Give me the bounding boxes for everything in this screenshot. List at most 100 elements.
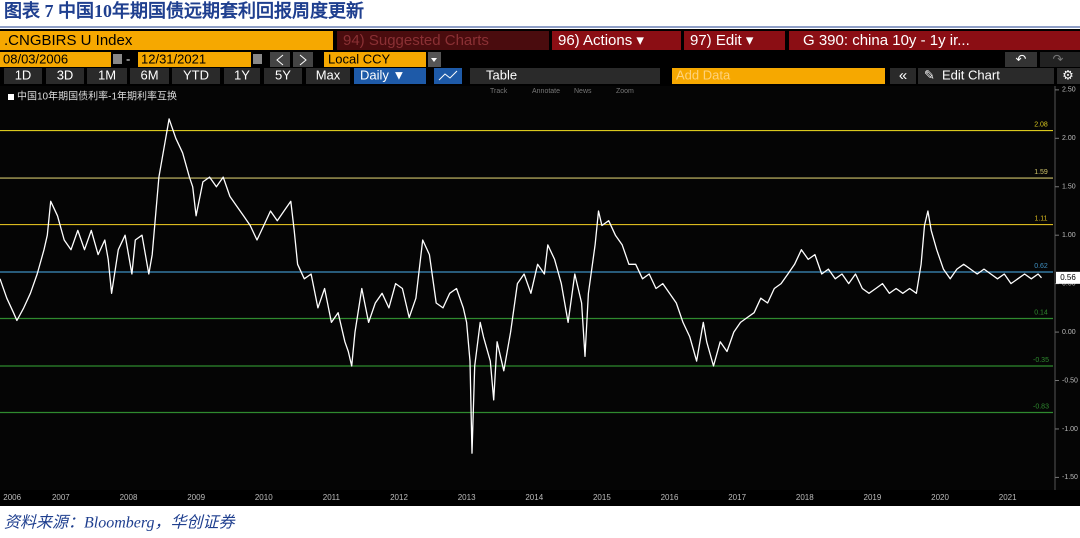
x-tick-label: 2006 [3,493,21,502]
plot-area [0,86,1080,490]
end-date-box[interactable] [138,52,251,67]
reference-label: -0.35 [1033,357,1049,364]
edit-button[interactable] [684,31,785,50]
reference-label: 0.14 [1034,309,1048,316]
table-button[interactable] [470,68,660,84]
period-button[interactable] [87,68,127,84]
x-tick-label: 2018 [796,493,814,502]
prev-button[interactable] [270,52,290,67]
y-tick-label: 1.00 [1062,232,1076,239]
x-tick-label: 2020 [931,493,949,502]
reference-label: 1.11 [1034,215,1047,222]
y-tick-label: 0.50 [1062,280,1076,287]
y-tick-label: -1.50 [1062,474,1078,481]
calendar-icon[interactable] [113,54,122,64]
start-date: 08/03/2006 [3,51,68,66]
security: .CNGBIRS U Index [4,32,133,49]
suggested-button[interactable] [337,31,549,50]
settings-button[interactable] [1057,68,1080,84]
x-tick-label: 2017 [728,493,746,502]
function: G 390: china 10y - 1y ir... [803,32,970,49]
y-tick-label: 0.00 [1062,329,1076,336]
collapse-button[interactable] [890,68,916,84]
x-tick-label: 2016 [661,493,679,502]
frequency: Daily ▼ [360,67,405,82]
period-button[interactable] [46,68,84,84]
function-box[interactable] [789,31,1080,50]
period-buttons: 1D 3D 1M 6M YTD 1Y 5Y Max [4,67,350,84]
edit-chart-icon: ✎ [924,67,935,82]
currency-box[interactable] [324,52,426,67]
period-button[interactable] [224,68,260,84]
period-button[interactable] [4,68,42,84]
start-date-box[interactable] [0,52,111,67]
calendar-icon[interactable] [253,54,262,64]
next-button[interactable] [293,52,313,67]
x-tick-label: 2009 [187,493,205,502]
table: Table [486,67,517,82]
chart-tool[interactable]: News [574,88,592,95]
security-box[interactable] [0,31,333,50]
period-button[interactable] [264,68,302,84]
period-label: Max [316,67,341,82]
reference-label: 0.62 [1034,263,1048,270]
x-tick-label: 2013 [458,493,476,502]
legend-label: 中国10年期国债利率-1年期利率互换 [17,90,177,103]
last-value-box [1056,271,1080,284]
date-dash: - [126,51,130,66]
x-tick-label: 2014 [525,493,543,502]
x-tick-label: 2008 [120,493,138,502]
add-data: Add Data [676,67,731,82]
chart-tool[interactable]: Track [490,88,508,95]
chart-tools: Track Annotate News Zoom [490,88,634,95]
actions-button[interactable] [552,31,681,50]
y-tick-label: -1.00 [1062,426,1078,433]
period-label: 1M [98,67,116,82]
reference-label: 1.59 [1034,169,1048,176]
period-label: 6M [140,67,158,82]
chart-type-icon [438,70,458,81]
undo-icon: ↶ [1016,51,1027,66]
end-date: 12/31/2021 [141,51,206,66]
period-label: YTD [183,67,209,82]
x-tick-label: 2012 [390,493,408,502]
y-tick-label: 2.00 [1062,135,1076,142]
period-label: 3D [57,67,74,82]
chart-tool[interactable]: Zoom [616,88,634,95]
add-data-box[interactable] [672,68,885,84]
last-value-label: 0.56 [1060,273,1076,282]
figure-title: 图表 7 中国10年期国债远期套利回报周度更新 [4,0,364,21]
source-note: 资料来源：Bloomberg，华创证券 [4,514,237,532]
next-arrow [299,54,307,66]
settings-icon: ⚙ [1062,67,1074,82]
period-button[interactable] [306,68,350,84]
undo-button[interactable] [1005,52,1037,67]
prev-arrow [276,54,284,66]
x-tick-label: 2015 [593,493,611,502]
series-line [0,118,1042,454]
frequency-button[interactable] [354,68,426,84]
x-tick-label: 2021 [999,493,1017,502]
y-tick-label: 2.50 [1062,87,1076,94]
redo-icon: ↷ [1053,51,1065,66]
period-label: 1D [15,67,32,82]
edit-chart-button[interactable] [918,68,1054,84]
period-button[interactable] [172,68,220,84]
chart-tool[interactable]: Annotate [532,88,560,95]
edit: 97) Edit ▾ [690,32,754,49]
x-tick-label: 2011 [323,493,341,502]
redo-button[interactable] [1040,52,1080,67]
collapse: « [899,67,907,84]
reference-label: 2.08 [1034,121,1048,128]
edit-chart: Edit Chart [942,67,1000,82]
period-button[interactable] [130,68,169,84]
period-label: 5Y [275,67,291,82]
currency: Local CCY [328,51,390,66]
actions: 96) Actions ▾ [558,32,644,49]
x-axis-strip [0,490,1080,506]
dropdown-arrow [431,58,437,62]
y-tick-label: 1.50 [1062,184,1076,191]
suggested: 94) Suggested Charts [343,32,489,49]
